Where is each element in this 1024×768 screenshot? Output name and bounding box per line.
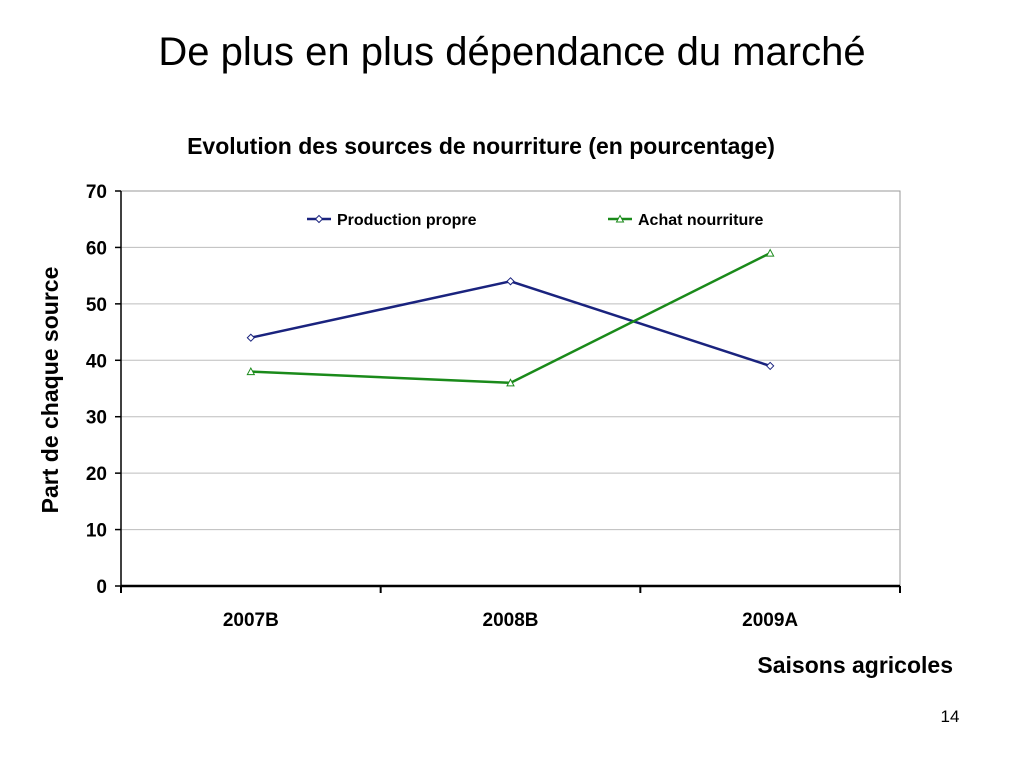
data-point-marker xyxy=(246,333,256,342)
x-tick-label: 2009A xyxy=(742,610,798,631)
page-number: 14 xyxy=(940,707,960,726)
data-point-marker xyxy=(765,361,775,371)
axes: 0 10 20 30 40 50 60 70 2007B 2008B 2009A xyxy=(86,182,901,631)
legend: Production propre Achat nourriture xyxy=(307,212,763,229)
y-axis-label: Part de chaque source xyxy=(37,267,63,514)
y-tick-label: 70 xyxy=(86,182,107,203)
x-axis-label: Saisons agricoles xyxy=(757,652,953,678)
series-line-production-propre xyxy=(250,279,771,368)
legend-label: Production propre xyxy=(337,212,477,229)
data-point-marker xyxy=(314,214,324,224)
chart-title: Evolution des sources de nourriture (en … xyxy=(187,133,775,159)
data-point-marker xyxy=(765,248,775,257)
x-tick-label: 2008B xyxy=(483,610,539,631)
y-tick-label: 20 xyxy=(86,464,107,485)
plot-area-border xyxy=(120,190,901,587)
x-tick-label: 2007B xyxy=(223,610,279,631)
y-tick-label: 30 xyxy=(86,408,107,429)
slide-title: De plus en plus dépendance du marché xyxy=(158,30,866,74)
y-tick-label: 60 xyxy=(86,238,107,259)
y-tick-label: 40 xyxy=(86,351,107,372)
data-point-marker xyxy=(506,277,515,286)
data-point-marker xyxy=(246,367,256,376)
gridlines xyxy=(120,190,901,587)
data-point-marker xyxy=(506,378,515,387)
y-tick-label: 10 xyxy=(86,521,107,542)
data-point-marker xyxy=(615,214,625,223)
y-tick-label: 50 xyxy=(86,295,107,316)
series-lines xyxy=(246,248,775,387)
y-tick-label: 0 xyxy=(96,577,107,598)
legend-label: Achat nourriture xyxy=(638,212,763,229)
series-line-achat-nourriture xyxy=(250,251,771,385)
